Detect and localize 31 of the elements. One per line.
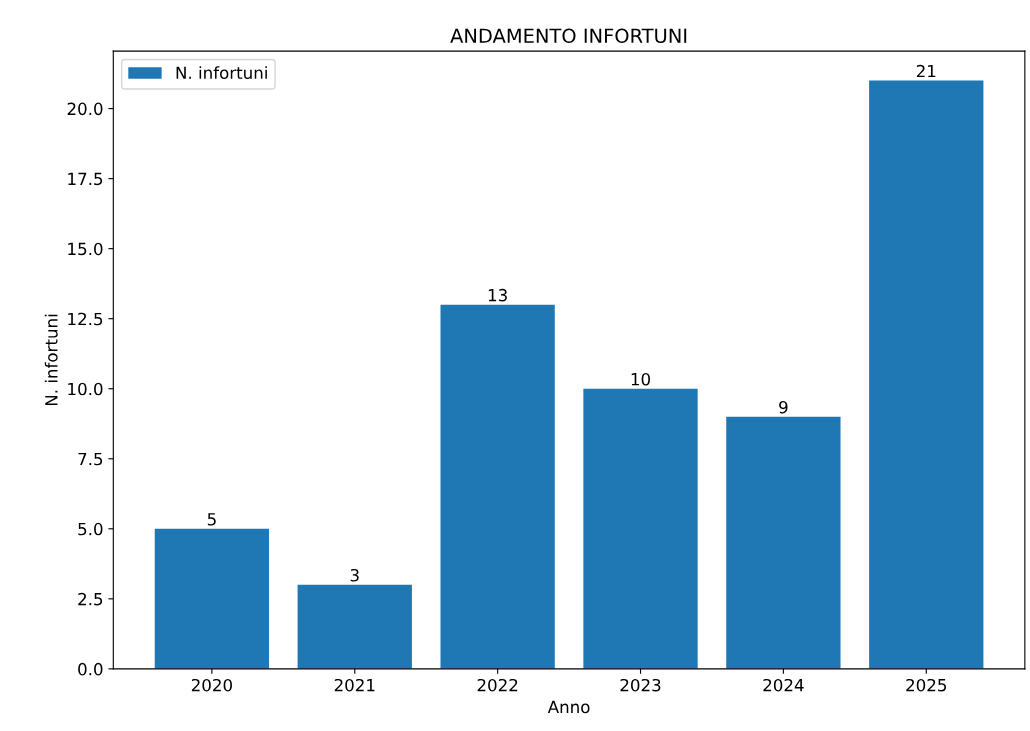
- x-tick-label: 2020: [191, 678, 232, 692]
- y-tick-label: 12.5: [68, 312, 103, 326]
- bar: [440, 304, 555, 669]
- bar: [869, 80, 984, 669]
- data-label: 5: [207, 513, 216, 526]
- y-tick-label: 15.0: [68, 242, 103, 256]
- y-tick-label: 0.0: [78, 662, 103, 676]
- y-tick-label: 2.5: [78, 592, 103, 606]
- data-label: 21: [916, 64, 936, 78]
- y-tick-label: 5.0: [78, 522, 103, 536]
- data-label: 13: [488, 288, 507, 302]
- x-tick-label: 2022: [477, 678, 518, 692]
- x-axis-title: Anno: [547, 700, 590, 714]
- bar: [726, 416, 841, 669]
- chart-title: ANDAMENTO INFORTUNI: [450, 28, 687, 44]
- y-tick-label: 7.5: [78, 452, 103, 466]
- y-tick-label: 17.5: [68, 172, 103, 186]
- bar: [583, 388, 698, 669]
- bar: [297, 584, 412, 669]
- x-tick-label: 2023: [620, 678, 661, 692]
- data-label: 3: [350, 568, 359, 582]
- data-label: 10: [631, 372, 651, 386]
- data-label: 9: [779, 400, 788, 414]
- y-tick-label: 20.0: [67, 102, 103, 116]
- bar: [154, 528, 270, 669]
- x-tick-label: 2024: [763, 678, 804, 692]
- y-axis-title: N. infortuni: [44, 314, 58, 406]
- y-tick-label: 10.0: [68, 382, 103, 396]
- x-tick-label: 2025: [906, 678, 947, 692]
- x-tick-label: 2021: [334, 678, 375, 692]
- legend-label: N. infortuni: [176, 66, 267, 80]
